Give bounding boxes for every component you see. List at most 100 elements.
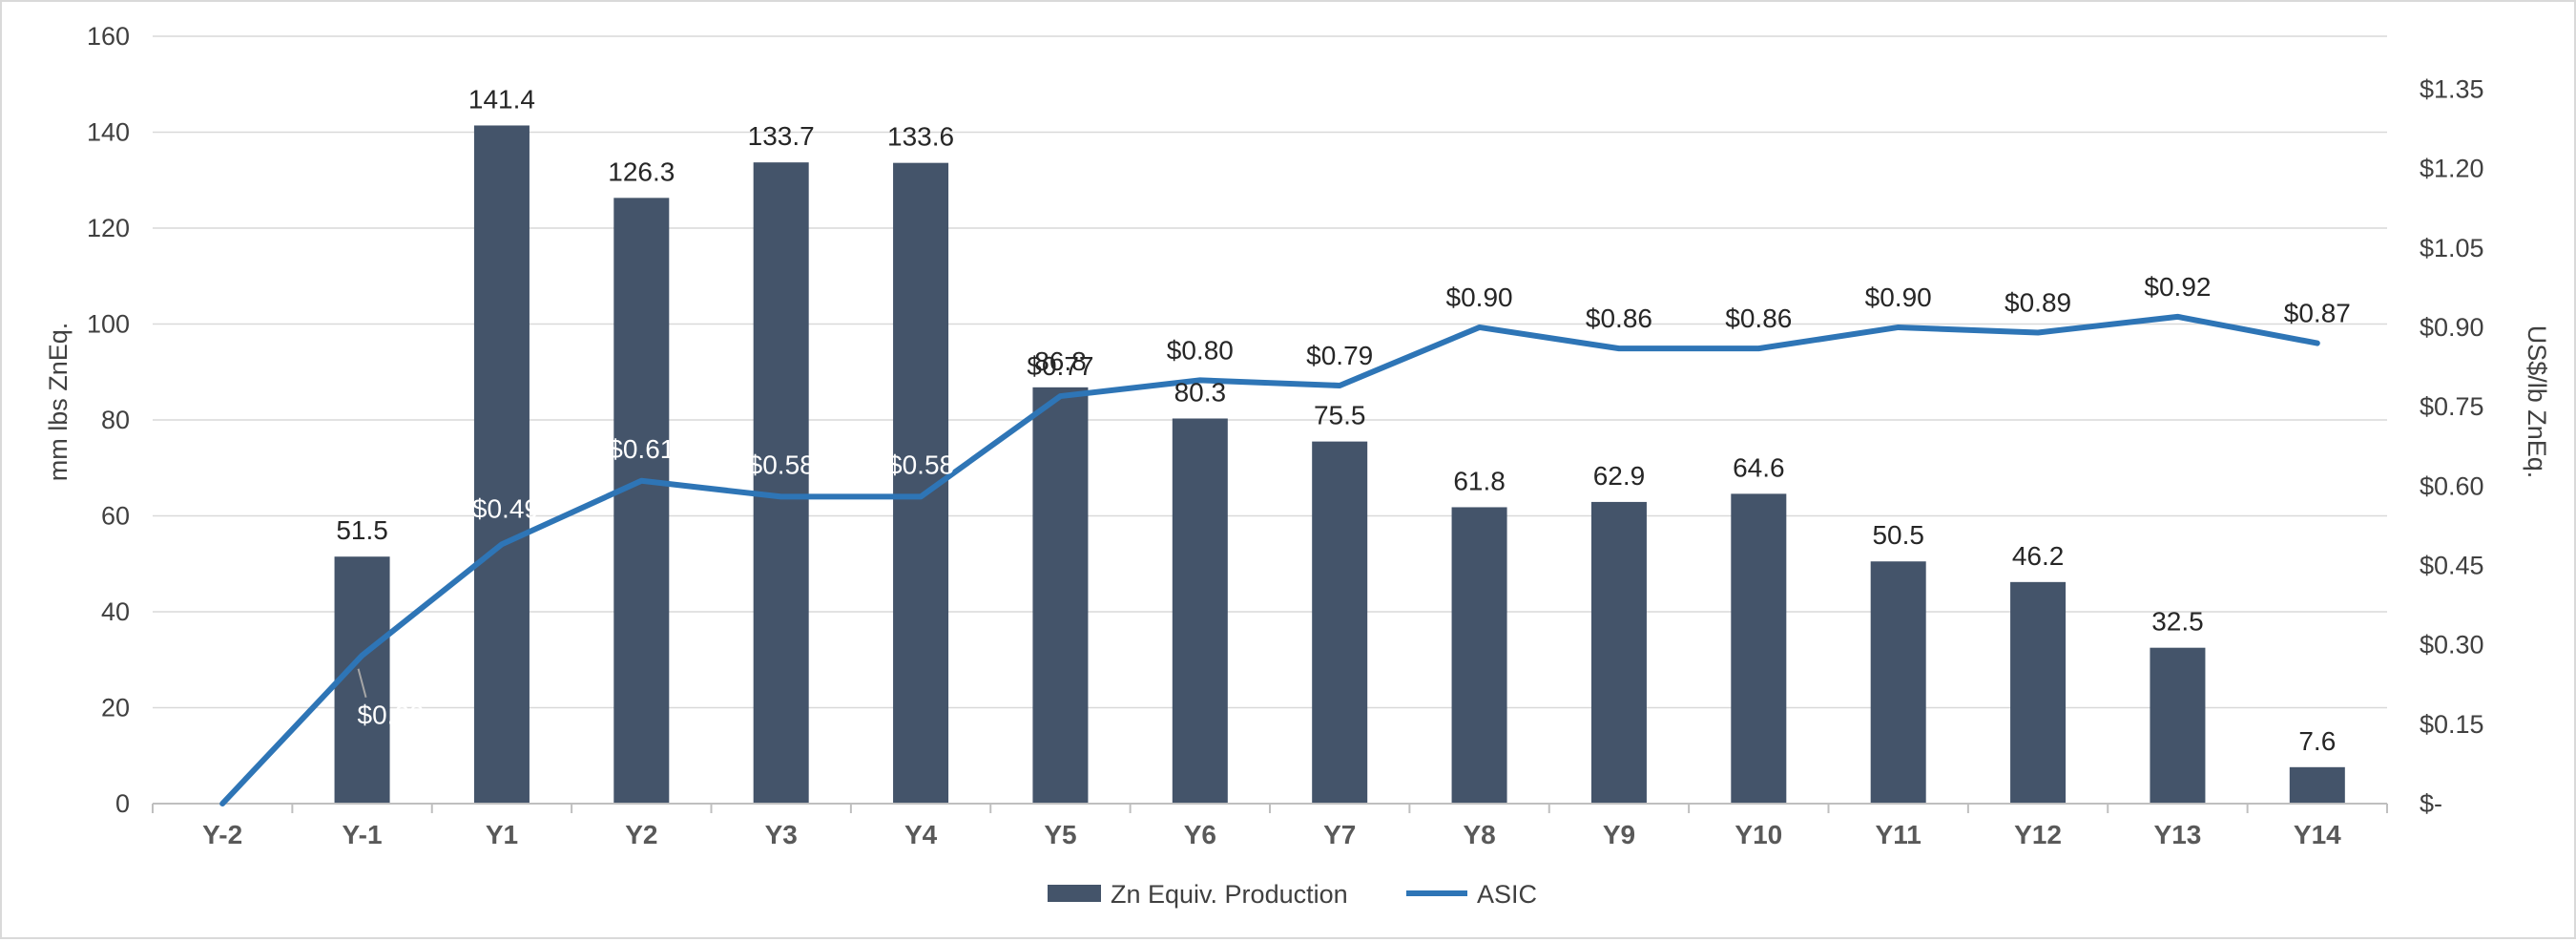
left-tick-label: 0 <box>115 789 130 818</box>
bar <box>2150 647 2206 804</box>
bar <box>1590 501 1647 804</box>
left-tick-label: 120 <box>87 214 130 242</box>
category-label: Y12 <box>2014 820 2062 849</box>
category-label: Y5 <box>1044 820 1076 849</box>
asic-point <box>780 495 782 497</box>
right-tick-label: $1.05 <box>2420 234 2484 262</box>
bar-value-label: 141.4 <box>468 84 535 114</box>
right-tick-label: $0.60 <box>2420 471 2484 500</box>
asic-value-label: $0.58 <box>748 450 815 479</box>
asic-value-label: $0.90 <box>1446 283 1513 312</box>
asic-point <box>2037 332 2039 334</box>
bar <box>1032 387 1089 804</box>
left-tick-label: 160 <box>87 22 130 51</box>
right-tick-label: $0.30 <box>2420 631 2484 659</box>
left-tick-label: 140 <box>87 118 130 147</box>
asic-value-label: $0.49 <box>472 493 539 523</box>
bar-value-label: 133.6 <box>887 122 954 152</box>
bar <box>473 125 530 805</box>
asic-point <box>1618 347 1620 349</box>
right-axis-ticks: $- $0.15 $0.30 $0.45 $0.60 $0.75 $0.90 $1.05 $1.… <box>2420 74 2484 818</box>
asic-value-label: $0.86 <box>1586 304 1652 333</box>
category-label: Y1 <box>486 820 518 849</box>
right-tick-label: $0.90 <box>2420 313 2484 342</box>
leader-line <box>357 668 367 699</box>
category-label: Y-1 <box>343 820 383 849</box>
category-label: Y-2 <box>202 820 242 849</box>
bar-value-label: 62.9 <box>1593 461 1646 491</box>
bar <box>1731 493 1787 804</box>
asic-point <box>920 495 922 497</box>
asic-point <box>1059 395 1061 397</box>
bar-value-label: 46.2 <box>2012 541 2065 571</box>
line-series-asic <box>219 313 2320 806</box>
category-label: Y9 <box>1603 820 1635 849</box>
bar-value-label: 75.5 <box>1314 401 1366 430</box>
category-label: Y8 <box>1463 820 1495 849</box>
left-tick-label: 80 <box>101 406 130 434</box>
asic-point <box>501 543 503 545</box>
category-label: Y7 <box>1323 820 1356 849</box>
bar <box>613 198 670 804</box>
x-axis: Y-2 Y-1 Y1 Y2 Y3 Y4 Y5 Y6 Y7 Y8 Y9 Y10 Y11 Y12 Y13 Y14 <box>152 803 2388 849</box>
legend-label-asic: ASIC <box>1477 880 1537 909</box>
legend: Zn Equiv. Production ASIC <box>1048 880 1537 909</box>
legend-swatch-production <box>1048 885 1101 902</box>
category-label: Y4 <box>904 820 938 849</box>
right-tick-label: $0.15 <box>2420 710 2484 739</box>
bar-value-label: 80.3 <box>1174 377 1227 407</box>
left-tick-label: 100 <box>87 310 130 339</box>
asic-point <box>221 803 223 805</box>
asic-point <box>640 480 642 482</box>
asic-value-label: $0.77 <box>1027 351 1093 381</box>
bar <box>1172 418 1228 804</box>
category-label: Y13 <box>2154 820 2202 849</box>
asic-value-label: $0.58 <box>887 450 954 479</box>
asic-value-label: $0.89 <box>2005 288 2071 318</box>
category-label: Y6 <box>1184 820 1216 849</box>
bar-value-label: 86.8 <box>1034 346 1087 376</box>
bar-value-label: 32.5 <box>2151 607 2204 637</box>
asic-value-label: $0.86 <box>1725 304 1792 333</box>
asic-value-label: $0.61 <box>608 434 675 464</box>
asic-value-label: $0.28 <box>358 701 425 730</box>
left-tick-label: 40 <box>101 597 130 626</box>
category-label: Y3 <box>765 820 798 849</box>
right-tick-label: $0.45 <box>2420 551 2484 579</box>
right-tick-label: $0.75 <box>2420 392 2484 421</box>
right-axis-label: US$/lb ZnEq. <box>2523 325 2551 479</box>
asic-point <box>1479 326 1481 328</box>
left-tick-label: 20 <box>101 694 130 722</box>
bar-value-label: 51.5 <box>336 515 388 545</box>
bar <box>2010 581 2067 804</box>
asic-value-label: $0.92 <box>2144 272 2211 302</box>
category-label: Y2 <box>625 820 657 849</box>
bar <box>1870 561 1926 804</box>
legend-label-production: Zn Equiv. Production <box>1111 880 1348 909</box>
category-label: Y14 <box>2294 820 2341 849</box>
right-tick-label: $1.35 <box>2420 74 2484 103</box>
bar-value-label: 126.3 <box>608 157 675 186</box>
bar <box>753 162 809 805</box>
asic-point <box>362 655 364 657</box>
bar-value-label: 133.7 <box>748 121 815 151</box>
asic-value-label: $0.87 <box>2284 299 2351 328</box>
bar <box>1312 441 1368 804</box>
data-labels: 51.5 141.4 126.3 133.7 133.6 86.8 80.3 75.5 61.8… <box>336 84 2351 755</box>
right-tick-label: $- <box>2420 789 2442 818</box>
left-tick-label: 60 <box>101 502 130 531</box>
left-axis-label: mm lbs ZnEq. <box>44 323 73 482</box>
left-axis-ticks: 0 20 40 60 80 100 120 140 160 <box>87 22 130 818</box>
asic-point <box>2316 343 2318 345</box>
bar-value-label: 61.8 <box>1453 466 1506 495</box>
asic-value-label: $0.90 <box>1865 283 1932 312</box>
asic-value-label: $0.80 <box>1167 335 1234 365</box>
asic-point <box>1199 379 1201 381</box>
category-label: Y11 <box>1876 820 1922 849</box>
bar-value-label: 64.6 <box>1733 452 1785 482</box>
asic-point <box>1757 347 1759 349</box>
bar <box>1451 507 1507 804</box>
right-tick-label: $1.20 <box>2420 155 2484 183</box>
